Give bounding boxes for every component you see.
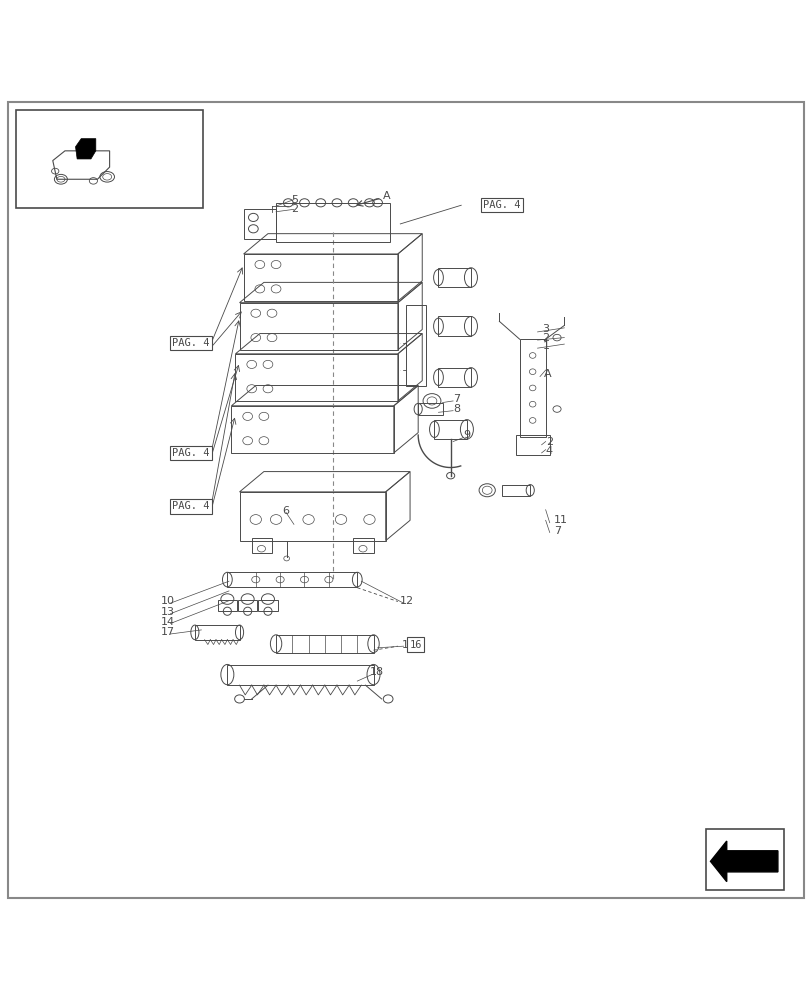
Text: A: A: [543, 369, 551, 379]
Text: PAG. 4: PAG. 4: [172, 448, 209, 458]
Text: 4: 4: [545, 446, 552, 456]
Text: 1: 1: [542, 341, 549, 351]
Text: 2: 2: [545, 437, 552, 447]
Text: PAG. 4: PAG. 4: [172, 338, 209, 348]
Text: 12: 12: [400, 596, 414, 606]
Text: 11: 11: [553, 515, 567, 525]
Text: 16: 16: [409, 640, 422, 650]
Polygon shape: [710, 841, 777, 882]
Text: 8: 8: [453, 404, 460, 414]
Polygon shape: [75, 139, 96, 159]
Text: 5: 5: [290, 195, 298, 205]
Text: 18: 18: [369, 667, 383, 677]
Text: A: A: [383, 191, 390, 201]
Text: 6: 6: [282, 506, 290, 516]
Text: 2: 2: [290, 204, 298, 214]
Text: 2: 2: [542, 333, 549, 343]
Text: 14: 14: [161, 617, 174, 627]
Text: 7: 7: [453, 394, 460, 404]
Text: 3: 3: [542, 324, 549, 334]
Text: 9: 9: [463, 430, 470, 440]
Text: PAG. 4: PAG. 4: [483, 200, 520, 210]
Text: PAG. 4: PAG. 4: [172, 501, 209, 511]
Text: 10: 10: [161, 596, 174, 606]
Text: 15: 15: [401, 640, 415, 650]
Text: 17: 17: [161, 627, 174, 637]
Text: 7: 7: [553, 526, 560, 536]
Text: 13: 13: [161, 607, 174, 617]
